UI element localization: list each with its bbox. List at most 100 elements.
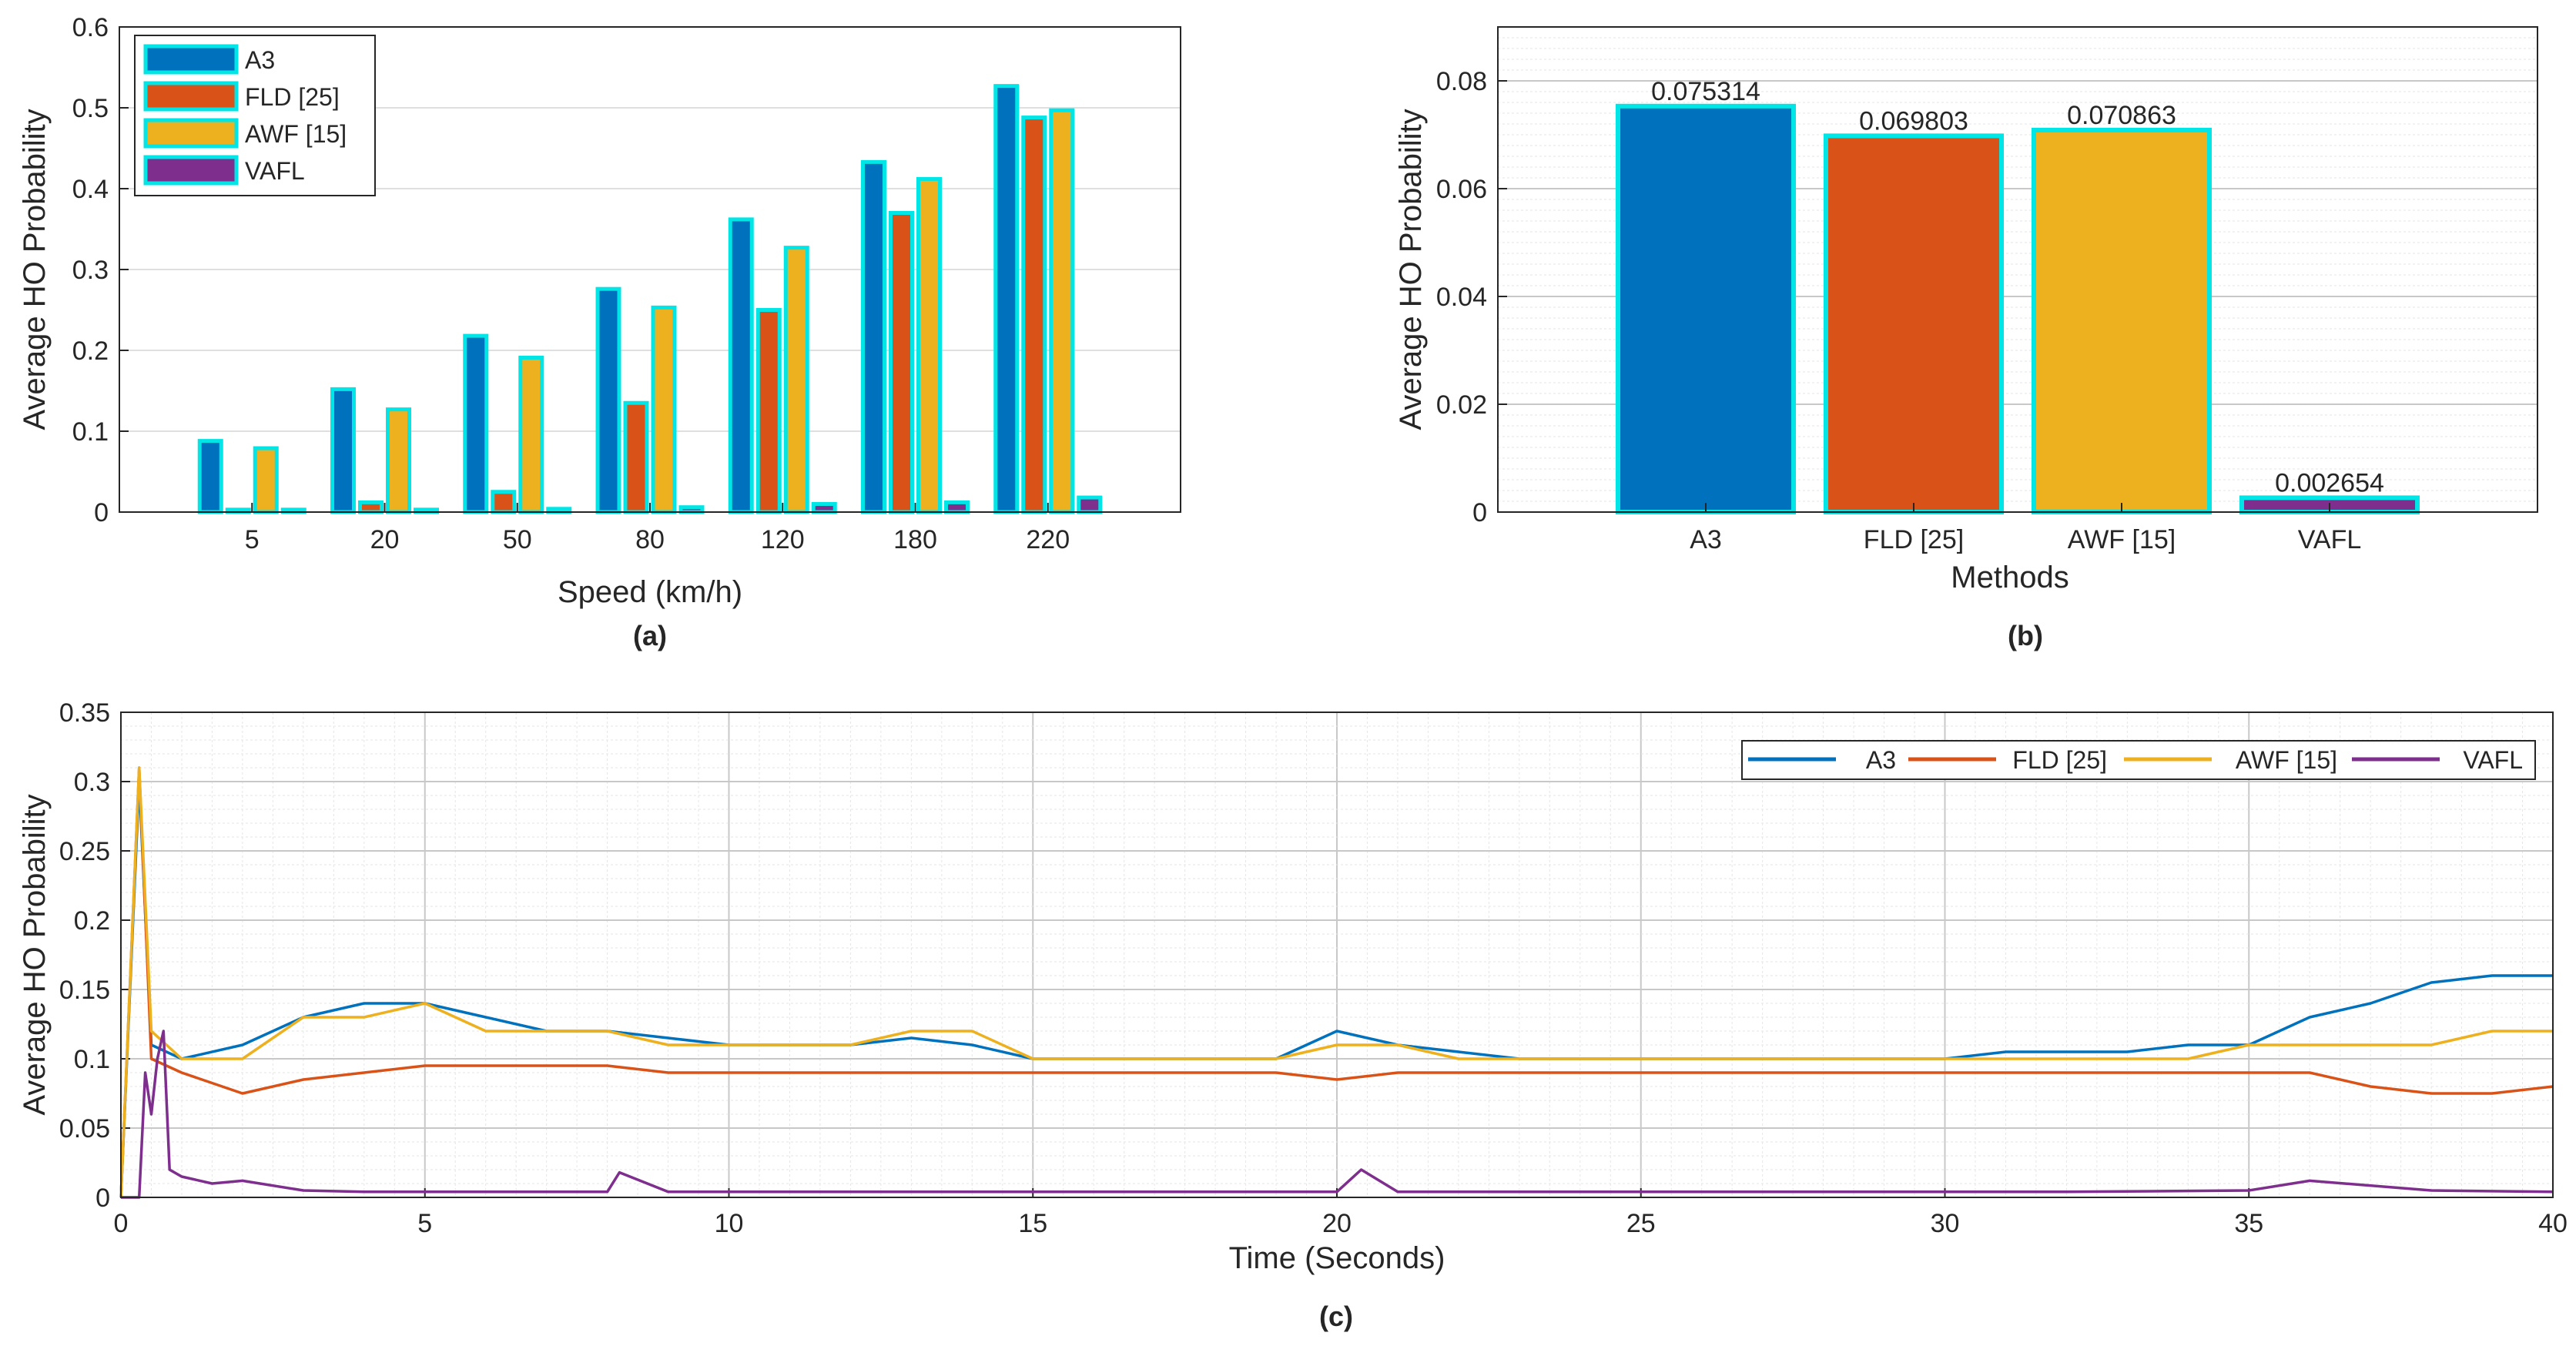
panel-a-y-tick-label: 0.5 — [72, 94, 109, 123]
panel-c-y-tick-label: 0.15 — [59, 976, 110, 1005]
panel-c-x-tick-label: 15 — [1018, 1209, 1047, 1238]
panel-a-legend-swatch — [143, 81, 239, 112]
panel-a-x-tick-label: 50 — [503, 525, 532, 554]
panel-b-y-tick-label: 0.08 — [1436, 67, 1487, 96]
panel-c-y-tick-label: 0.3 — [74, 768, 110, 797]
panel-b-y-tick-label: 0.04 — [1436, 283, 1487, 312]
panel-b-methods-bar-chart: 0 0.02 0.04 0.06 0.08 0.075314 A3 0.069803 FLD [… — [1394, 26, 2538, 651]
panel-c-x-tick-label: 20 — [1322, 1209, 1352, 1238]
panel-c-y-axis-label: Average HO Probability — [18, 794, 52, 1115]
panel-c-x-tick-label: 40 — [2538, 1209, 2568, 1238]
panel-b-data-label: 0.070863 — [2067, 101, 2176, 130]
panel-a-y-tick-label: 0.2 — [72, 336, 109, 366]
panel-a-bar — [1021, 116, 1047, 514]
panel-c-y-tick-label: 0.25 — [59, 837, 110, 866]
panel-a-bar — [491, 490, 517, 514]
panel-c-legend: A3 FLD [25] AWF [15] VAFL — [1741, 740, 2536, 780]
panel-a-bar — [518, 355, 544, 514]
panel-c-series-line — [119, 766, 2554, 1198]
panel-b-x-axis-label: Methods — [1951, 561, 2069, 594]
panel-a-legend-swatch — [143, 44, 239, 75]
panel-c-axes-box — [120, 712, 2554, 1198]
panel-b-y-tick-label: 0 — [1472, 498, 1487, 527]
panel-a-x-tick-label: 80 — [635, 525, 665, 554]
panel-a-x-tick-label: 180 — [893, 525, 937, 554]
panel-c-y-tick-label: 0.05 — [59, 1114, 110, 1143]
panel-a-bar — [783, 246, 809, 514]
panel-a-y-tick-label: 0.3 — [72, 256, 109, 285]
panel-a-legend-label: FLD [25] — [245, 83, 340, 111]
panel-a-bar — [463, 333, 489, 514]
panel-c-x-tick-label: 35 — [2234, 1209, 2263, 1238]
panel-a-bar — [944, 500, 970, 514]
panel-b-x-tick-label: AWF [15] — [2068, 525, 2176, 554]
panel-c-series-line — [119, 766, 2553, 1198]
panel-b-y-tick-label: 0.02 — [1436, 390, 1487, 420]
panel-a-bar — [755, 308, 782, 514]
panel-b-bar — [1616, 103, 1796, 514]
panel-a-bar — [330, 387, 356, 514]
panel-a-bar — [916, 176, 942, 514]
panel-b-bar — [1824, 133, 2004, 514]
panel-a-bar — [1049, 108, 1075, 514]
panel-b-data-label: 0.069803 — [1859, 106, 1968, 136]
panel-a-bar — [595, 286, 621, 514]
panel-c-legend-label: A3 — [1866, 746, 1896, 774]
panel-a-y-tick-label: 0.6 — [72, 13, 109, 42]
panel-a-x-tick-label: 120 — [761, 525, 805, 554]
panel-c-y-tick-label: 0.2 — [74, 906, 110, 936]
panel-b-x-tick-label: FLD [25] — [1864, 525, 1964, 554]
panel-a-bar — [889, 211, 914, 514]
panel-a-x-axis-label: Speed (km/h) — [558, 575, 742, 609]
panel-b-x-tick-label: VAFL — [2298, 525, 2362, 554]
panel-a-bar — [623, 400, 649, 514]
panel-a-speed-bar-chart: 0 0.1 0.2 0.3 0.4 0.5 0.6 5 20 50 80 120 180 220 Speed… — [18, 13, 1181, 651]
panel-b-y-tick-label: 0.06 — [1436, 175, 1487, 204]
panel-a-legend: A3 FLD [25] AWF [15] VAFL — [134, 35, 376, 196]
panel-a-y-tick-label: 0.4 — [72, 175, 109, 204]
panel-a-caption: (a) — [633, 620, 667, 651]
panel-a-bar — [386, 407, 411, 514]
panel-a-axes-box — [119, 26, 1181, 513]
panel-a-y-tick-label: 0.1 — [72, 417, 109, 447]
panel-c-legend-label: AWF [15] — [2236, 746, 2337, 774]
panel-c-series-line — [121, 1030, 2554, 1199]
panel-a-bar — [358, 500, 384, 514]
panel-a-bar — [993, 84, 1020, 514]
panel-a-bar — [253, 446, 279, 514]
panel-c-x-tick-label: 30 — [1931, 1209, 1960, 1238]
panel-b-data-label: 0.075314 — [1651, 77, 1760, 106]
panel-b-axes-box — [1497, 26, 2538, 513]
panel-a-legend-label: AWF [15] — [245, 120, 347, 148]
panel-a-bar — [651, 305, 677, 514]
panel-a-legend-swatch — [143, 118, 239, 149]
panel-a-x-tick-label: 220 — [1026, 525, 1070, 554]
panel-c-x-tick-label: 5 — [417, 1209, 432, 1238]
panel-b-data-label: 0.002654 — [2275, 468, 2384, 497]
panel-c-x-axis-label: Time (Seconds) — [1229, 1241, 1445, 1275]
panel-c-y-tick-label: 0.35 — [59, 698, 110, 728]
panel-a-y-tick-label: 0 — [94, 498, 109, 527]
panel-c-x-tick-label: 10 — [715, 1209, 744, 1238]
panel-a-bar — [861, 159, 886, 514]
panel-a-legend-label: VAFL — [245, 157, 305, 185]
panel-c-x-tick-label: 0 — [114, 1209, 129, 1238]
panel-b-bar — [2032, 127, 2212, 514]
panel-c-time-line-chart: 0 0.05 0.1 0.15 0.2 0.25 0.3 0.35 0 5 10 15 20 25 30 35… — [18, 698, 2568, 1332]
panel-a-y-axis-label: Average HO Probability — [18, 109, 52, 430]
panel-a-legend-label: A3 — [245, 46, 275, 74]
panel-a-bar — [197, 439, 223, 514]
panel-c-legend-label: FLD [25] — [2012, 746, 2107, 774]
panel-b-caption: (b) — [2008, 620, 2043, 651]
panel-a-legend-swatch — [143, 155, 239, 186]
panel-b-y-axis-label: Average HO Probability — [1394, 109, 1428, 430]
panel-a-bar — [1077, 495, 1103, 514]
panel-a-bar — [811, 502, 837, 514]
panel-a-x-tick-label: 5 — [245, 525, 260, 554]
panel-a-x-tick-label: 20 — [370, 525, 400, 554]
panel-c-x-tick-label: 25 — [1626, 1209, 1656, 1238]
panel-c-y-tick-label: 0 — [95, 1184, 110, 1213]
panel-b-x-tick-label: A3 — [1690, 525, 1722, 554]
panel-c-legend-label: VAFL — [2463, 746, 2523, 774]
